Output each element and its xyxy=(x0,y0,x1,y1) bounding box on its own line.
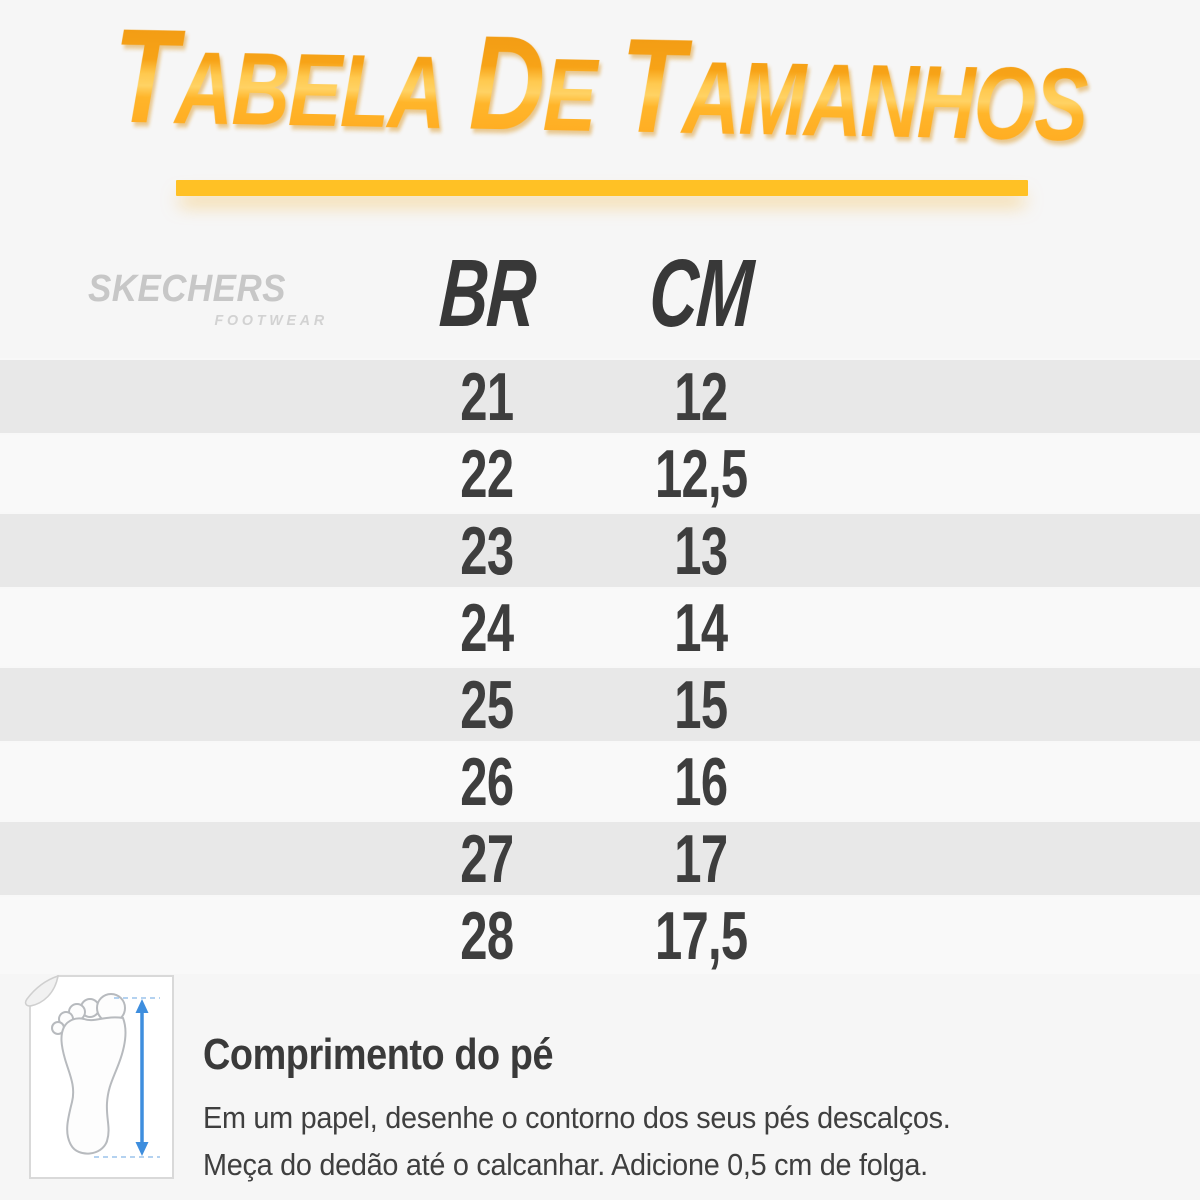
instruction-line-1: Em um papel, desenhe o contorno dos seus… xyxy=(203,1100,951,1135)
br-value: 21 xyxy=(287,358,687,435)
br-value: 28 xyxy=(287,897,687,974)
foot-length-heading: Comprimento do pé xyxy=(203,1030,554,1079)
table-row: 21 12 xyxy=(0,358,1200,435)
size-number: 12 xyxy=(674,358,728,435)
br-value: 24 xyxy=(287,589,687,666)
instruction-line-2: Meça do dedão até o calcanhar. Adicione … xyxy=(203,1147,928,1182)
br-value: 26 xyxy=(287,743,687,820)
foot-outline xyxy=(51,993,127,1155)
cm-value: 12,5 xyxy=(501,435,901,512)
table-row: 22 12,5 xyxy=(0,435,1200,512)
cm-value: 15 xyxy=(501,666,901,743)
page-title-text: TABELA DE TAMANHOS xyxy=(99,2,1100,169)
cm-value: 12 xyxy=(501,358,901,435)
size-number: 15 xyxy=(674,666,728,743)
size-number: 16 xyxy=(674,743,728,820)
table-row: 27 17 xyxy=(0,820,1200,897)
size-table-rows: 21 12 22 12,5 23 13 24 14 25 15 26 16 27 17 28 17,5 xyxy=(0,358,1200,974)
skechers-logo-footwear: FOOTWEAR xyxy=(214,312,328,329)
foot-measurement-icon xyxy=(24,974,174,1179)
size-number: 24 xyxy=(460,589,514,666)
page-title: TABELA DE TAMANHOS xyxy=(0,0,1200,170)
size-number: 23 xyxy=(460,512,514,589)
measure-arrow xyxy=(94,997,160,1158)
table-row: 28 17,5 xyxy=(0,897,1200,974)
table-row: 24 14 xyxy=(0,589,1200,666)
table-row: 26 16 xyxy=(0,743,1200,820)
size-number: 28 xyxy=(460,897,514,974)
size-number: 12,5 xyxy=(654,435,748,512)
title-letter: T xyxy=(111,1,178,152)
size-number: 26 xyxy=(460,743,514,820)
cm-value: 13 xyxy=(501,512,901,589)
br-value: 25 xyxy=(287,666,687,743)
title-word: DE xyxy=(468,115,594,134)
title-word: TAMANHOS xyxy=(619,118,1086,144)
column-header-cm-label: CM xyxy=(646,240,756,347)
cm-value: 14 xyxy=(501,589,901,666)
size-number: 13 xyxy=(674,512,728,589)
br-value: 27 xyxy=(287,820,687,897)
measurement-instructions: Comprimento do pé Em um papel, desenhe o… xyxy=(203,1030,1163,1188)
size-number: 17 xyxy=(674,820,728,897)
cm-value: 17,5 xyxy=(501,897,901,974)
size-number: 17,5 xyxy=(654,897,748,974)
size-number: 25 xyxy=(460,666,514,743)
skechers-logo: SKECHERS FOOTWEAR xyxy=(88,268,328,329)
title-letters: ABELA xyxy=(174,29,446,151)
size-number: 14 xyxy=(674,589,728,666)
title-letter: T xyxy=(618,11,685,162)
title-letters: E xyxy=(542,36,597,153)
title-letters: AMANHOS xyxy=(681,39,1088,163)
table-row: 23 13 xyxy=(0,512,1200,589)
title-letter: D xyxy=(468,8,545,159)
size-number: 22 xyxy=(460,435,514,512)
paper-fold-corner xyxy=(24,974,59,1007)
column-header-cm: CM xyxy=(501,240,901,347)
cm-value: 16 xyxy=(501,743,901,820)
instruction-lines: Em um papel, desenhe o contorno dos seus… xyxy=(203,1094,1163,1188)
size-number: 27 xyxy=(460,820,514,897)
size-number: 21 xyxy=(460,358,514,435)
br-value: 22 xyxy=(287,435,687,512)
table-row: 25 15 xyxy=(0,666,1200,743)
br-value: 23 xyxy=(287,512,687,589)
cm-value: 17 xyxy=(501,820,901,897)
skechers-logo-wordmark: SKECHERS xyxy=(88,268,286,310)
title-word: TABELA xyxy=(112,109,443,132)
title-underline xyxy=(176,180,1028,196)
